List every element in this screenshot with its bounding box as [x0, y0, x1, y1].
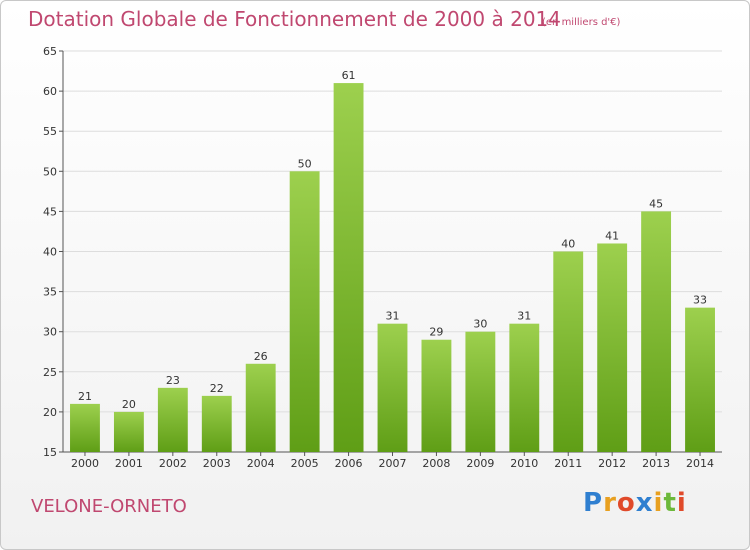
- value-label-2003: 22: [210, 382, 224, 395]
- value-label-2000: 21: [78, 390, 92, 403]
- x-tick-label-2007: 2007: [379, 457, 407, 470]
- y-tick-label: 20: [43, 406, 57, 419]
- y-tick-label: 25: [43, 366, 57, 379]
- chart-title: Dotation Globale de Fonctionnement de 20…: [28, 7, 561, 31]
- bar-2006: [333, 83, 364, 452]
- y-tick-label: 55: [43, 125, 57, 138]
- value-label-2011: 40: [561, 238, 575, 251]
- bars: [70, 83, 715, 453]
- value-label-2005: 50: [298, 157, 312, 170]
- bar-2005: [289, 171, 320, 453]
- bar-2013: [641, 211, 672, 452]
- value-label-2006: 61: [342, 69, 356, 82]
- y-tick-label: 40: [43, 246, 57, 259]
- bar-2008: [421, 339, 452, 452]
- value-label-2007: 31: [386, 310, 400, 323]
- bar-2003: [201, 395, 232, 452]
- x-tick-label-2013: 2013: [642, 457, 670, 470]
- x-tick-label-2005: 2005: [291, 457, 319, 470]
- x-tick-label-2006: 2006: [335, 457, 363, 470]
- x-tick-label-2001: 2001: [115, 457, 143, 470]
- proxiti-logo: Proxiti: [583, 488, 687, 518]
- x-tick-label-2000: 2000: [71, 457, 99, 470]
- value-label-2002: 23: [166, 374, 180, 387]
- x-tick-label-2003: 2003: [203, 457, 231, 470]
- value-label-2014: 33: [693, 294, 707, 307]
- x-tick-label-2014: 2014: [686, 457, 714, 470]
- bar-2009: [465, 331, 496, 452]
- value-label-2012: 41: [605, 229, 619, 242]
- bar-2000: [70, 403, 100, 452]
- bar-2014: [685, 307, 715, 452]
- value-label-2001: 20: [122, 398, 136, 411]
- bar-2004: [245, 363, 276, 452]
- bar-2012: [597, 243, 628, 452]
- labels: 15 20 25 30 35 40 45 50 55 60 65 21 2000 20 2001 23 2002…: [43, 45, 714, 470]
- bar-2010: [509, 323, 540, 452]
- x-tick-label-2002: 2002: [159, 457, 187, 470]
- x-tick-label-2009: 2009: [466, 457, 494, 470]
- value-label-2013: 45: [649, 197, 663, 210]
- x-tick-label-2004: 2004: [247, 457, 275, 470]
- x-tick-label-2010: 2010: [510, 457, 538, 470]
- y-tick-label: 15: [43, 446, 57, 459]
- value-label-2008: 29: [429, 326, 443, 339]
- chart-subtitle: (en milliers d'€): [542, 17, 621, 28]
- bar-2011: [553, 251, 584, 452]
- bar-2002: [157, 387, 188, 452]
- value-label-2004: 26: [254, 350, 268, 363]
- bar-2007: [377, 323, 408, 452]
- value-label-2009: 30: [473, 318, 487, 331]
- commune-name: VELONE-ORNETO: [31, 496, 187, 517]
- x-tick-label-2008: 2008: [422, 457, 450, 470]
- bar-2001: [113, 411, 144, 452]
- y-tick-label: 30: [43, 326, 57, 339]
- x-tick-label-2011: 2011: [554, 457, 582, 470]
- y-tick-label: 60: [43, 85, 57, 98]
- y-tick-label: 65: [43, 45, 57, 58]
- y-tick-label: 35: [43, 286, 57, 299]
- y-tick-label: 50: [43, 165, 57, 178]
- value-label-2010: 31: [517, 310, 531, 323]
- y-tick-label: 45: [43, 205, 57, 218]
- x-tick-label-2012: 2012: [598, 457, 626, 470]
